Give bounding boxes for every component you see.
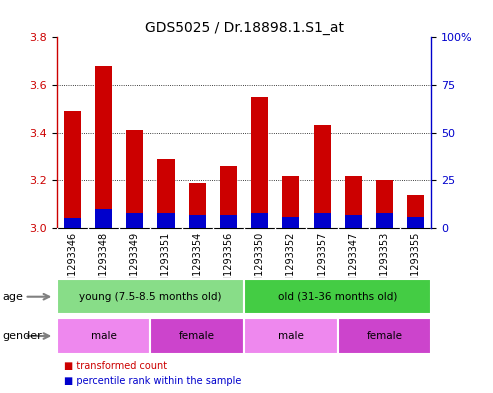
Bar bbox=[376, 180, 393, 228]
Text: GSM1293349: GSM1293349 bbox=[130, 232, 140, 297]
Bar bbox=[95, 209, 112, 228]
Text: GSM1293356: GSM1293356 bbox=[223, 232, 233, 297]
Bar bbox=[57, 318, 150, 354]
Bar bbox=[282, 217, 299, 228]
Text: male: male bbox=[91, 331, 116, 341]
Bar bbox=[64, 219, 81, 228]
Bar bbox=[95, 66, 112, 228]
Bar bbox=[189, 183, 206, 228]
Text: female: female bbox=[179, 331, 215, 341]
Text: female: female bbox=[366, 331, 403, 341]
Bar bbox=[407, 195, 424, 228]
Text: ■ percentile rank within the sample: ■ percentile rank within the sample bbox=[64, 376, 242, 386]
Text: GSM1293347: GSM1293347 bbox=[349, 232, 358, 297]
Bar bbox=[251, 213, 268, 228]
Text: male: male bbox=[278, 331, 304, 341]
Text: ■ transformed count: ■ transformed count bbox=[64, 361, 167, 371]
Text: GSM1293353: GSM1293353 bbox=[380, 232, 389, 297]
Bar bbox=[64, 111, 81, 228]
Bar bbox=[251, 97, 268, 228]
Text: GSM1293355: GSM1293355 bbox=[411, 232, 421, 297]
Text: GSM1293354: GSM1293354 bbox=[192, 232, 202, 297]
Text: GSM1293348: GSM1293348 bbox=[99, 232, 108, 297]
Bar bbox=[338, 318, 431, 354]
Text: GSM1293357: GSM1293357 bbox=[317, 232, 327, 297]
Bar bbox=[126, 130, 143, 228]
Bar bbox=[57, 279, 244, 314]
Bar bbox=[314, 213, 331, 228]
Bar bbox=[157, 213, 175, 228]
Bar bbox=[345, 176, 362, 228]
Text: GSM1293351: GSM1293351 bbox=[161, 232, 171, 297]
Bar bbox=[376, 213, 393, 228]
Bar bbox=[345, 215, 362, 228]
Text: GSM1293346: GSM1293346 bbox=[68, 232, 77, 297]
Text: gender: gender bbox=[2, 331, 42, 341]
Bar bbox=[150, 318, 244, 354]
Bar bbox=[314, 125, 331, 228]
Bar bbox=[189, 215, 206, 228]
Text: old (31-36 months old): old (31-36 months old) bbox=[278, 292, 397, 302]
Text: age: age bbox=[2, 292, 23, 302]
Text: GSM1293352: GSM1293352 bbox=[286, 232, 296, 297]
Text: young (7.5-8.5 months old): young (7.5-8.5 months old) bbox=[79, 292, 222, 302]
Bar bbox=[157, 159, 175, 228]
Bar bbox=[220, 166, 237, 228]
Bar bbox=[282, 176, 299, 228]
Title: GDS5025 / Dr.18898.1.S1_at: GDS5025 / Dr.18898.1.S1_at bbox=[144, 21, 344, 35]
Bar bbox=[126, 213, 143, 228]
Bar bbox=[244, 279, 431, 314]
Text: GSM1293350: GSM1293350 bbox=[255, 232, 265, 297]
Bar bbox=[244, 318, 338, 354]
Bar bbox=[407, 217, 424, 228]
Bar bbox=[220, 215, 237, 228]
